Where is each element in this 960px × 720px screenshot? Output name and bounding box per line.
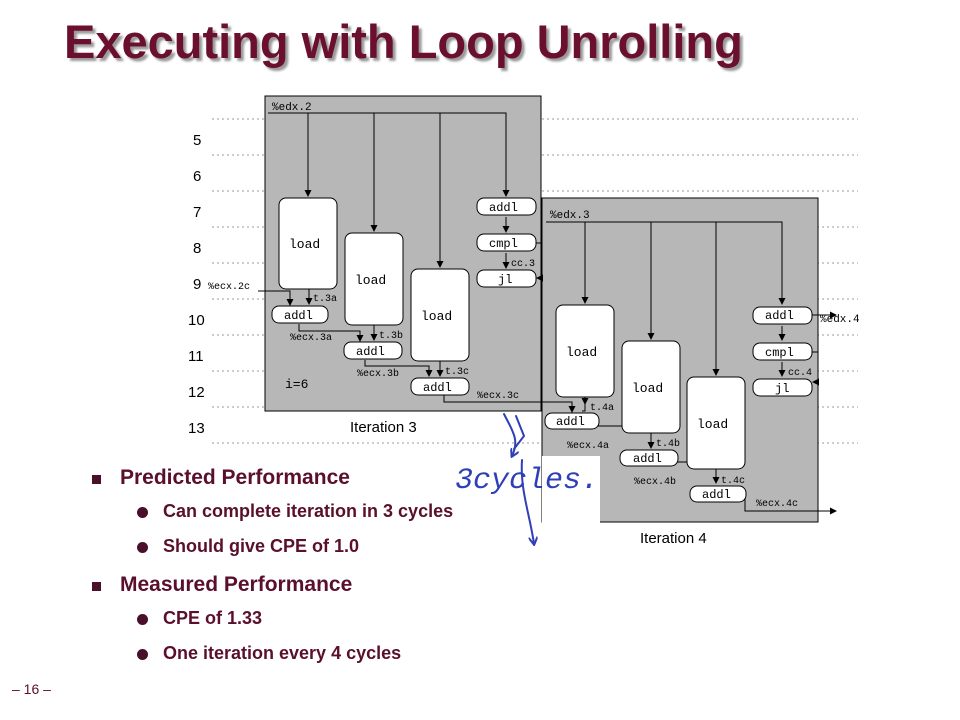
temp-label: t.4a [590, 403, 614, 414]
cc-label: cc.4 [788, 368, 812, 379]
addl-op: addl [702, 488, 731, 502]
iteration-4-caption: Iteration 4 [640, 530, 707, 547]
cmpl-op: cmpl [765, 346, 794, 360]
addl-op: addl [356, 345, 385, 359]
cycle-label: 8 [193, 240, 201, 257]
cmpl-op: cmpl [489, 237, 518, 251]
addl-op: addl [556, 415, 585, 429]
iteration-3: %edx.2 Iteration 3 load lo [208, 95, 576, 436]
reg-label-edx3: %edx.3 [550, 210, 590, 222]
ecx-in-label: %ecx.2c [208, 282, 250, 293]
load-op: load [289, 237, 320, 252]
cycle-label: 11 [188, 348, 204, 365]
addl-edx-op: addl [489, 201, 518, 215]
addl-op: addl [423, 381, 452, 395]
temp-label: t.3b [379, 330, 403, 342]
temp-label: t.4b [656, 438, 680, 450]
iteration-4: %edx.3 Iteration 4 load [541, 197, 860, 547]
cycle-label: 13 [188, 420, 205, 437]
sub-bullet-item: Should give CPE of 1.0 [137, 536, 359, 557]
load-op: load [421, 309, 452, 324]
load-op: load [697, 417, 728, 432]
bullet-text: Predicted Performance [120, 466, 350, 489]
cc-label: cc.3 [511, 259, 535, 270]
sub-bullet-item: Can complete iteration in 3 cycles [137, 501, 453, 522]
cycle-label: 6 [193, 168, 201, 185]
ecx-label: %ecx.4b [634, 476, 676, 488]
page-number: – 16 – [12, 681, 51, 697]
addl-op: addl [284, 309, 313, 323]
ecx-label: %ecx.3b [357, 368, 399, 380]
load-op: load [566, 345, 597, 360]
bullet-item: Measured Performance [92, 573, 352, 597]
edx-out-label: %edx.4 [820, 314, 860, 326]
sub-bullet-text: One iteration every 4 cycles [163, 643, 402, 663]
temp-label: t.3a [313, 294, 337, 305]
addl-edx-op: addl [765, 309, 794, 323]
bullet-text: Measured Performance [120, 573, 353, 596]
sub-bullet-text: CPE of 1.33 [163, 608, 263, 628]
cycle-label: 10 [188, 312, 205, 329]
handwritten-annotation [503, 413, 534, 544]
ecx-label: %ecx.3a [290, 333, 332, 344]
addl-op: addl [633, 452, 662, 466]
bullet-item: Predicted Performance [92, 466, 350, 490]
load-op: load [355, 273, 386, 288]
ecx-label: %ecx.3c [477, 391, 519, 402]
reg-label-edx2: %edx.2 [272, 102, 312, 114]
ecx-label: %ecx.4a [567, 441, 609, 452]
index-label: i=6 [285, 377, 308, 392]
cycle-label: 5 [193, 132, 201, 149]
sub-bullet-item: CPE of 1.33 [137, 608, 262, 629]
handwritten-note: 3cycles. [455, 464, 599, 498]
ecx-label: %ecx.4c [756, 499, 798, 510]
slide-title: Executing with Loop Unrolling [64, 15, 743, 68]
iteration-3-caption: Iteration 3 [350, 419, 417, 436]
cycle-label: 7 [193, 204, 201, 221]
temp-label: t.4c [721, 476, 745, 487]
cycle-label: 9 [193, 276, 201, 293]
temp-label: t.3c [445, 367, 469, 378]
sub-bullet-item: One iteration every 4 cycles [137, 643, 401, 664]
jl-op: jl [498, 273, 512, 287]
cycle-label: 12 [188, 384, 205, 401]
load-op: load [632, 381, 663, 396]
jl-op: jl [775, 382, 789, 396]
sub-bullet-text: Should give CPE of 1.0 [163, 536, 360, 556]
sub-bullet-text: Can complete iteration in 3 cycles [163, 501, 454, 521]
